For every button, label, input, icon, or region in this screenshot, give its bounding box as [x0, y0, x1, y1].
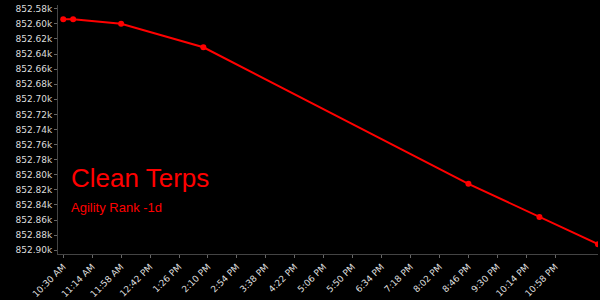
svg-text:852.86k: 852.86k — [15, 215, 52, 225]
svg-text:852.64k: 852.64k — [15, 49, 52, 59]
svg-text:852.70k: 852.70k — [15, 94, 52, 104]
svg-text:12:42 PM: 12:42 PM — [118, 262, 155, 299]
svg-text:7:18 PM: 7:18 PM — [382, 262, 415, 295]
svg-text:852.74k: 852.74k — [15, 125, 52, 135]
svg-text:5:06 PM: 5:06 PM — [296, 262, 329, 295]
svg-text:8:02 PM: 8:02 PM — [411, 262, 444, 295]
svg-text:Clean Terps: Clean Terps — [71, 163, 209, 193]
svg-text:852.72k: 852.72k — [15, 110, 52, 120]
svg-text:852.66k: 852.66k — [15, 64, 52, 74]
svg-text:Agility Rank -1d: Agility Rank -1d — [71, 200, 162, 215]
svg-text:11:14 AM: 11:14 AM — [60, 262, 97, 299]
svg-text:11:58 AM: 11:58 AM — [88, 262, 125, 299]
svg-text:852.76k: 852.76k — [15, 140, 52, 150]
svg-text:852.78k: 852.78k — [15, 155, 52, 165]
svg-text:9:30 PM: 9:30 PM — [469, 262, 502, 295]
svg-text:6:34 PM: 6:34 PM — [353, 262, 386, 295]
svg-text:4:22 PM: 4:22 PM — [267, 262, 300, 295]
svg-text:852.84k: 852.84k — [15, 200, 52, 210]
svg-text:3:38 PM: 3:38 PM — [238, 262, 271, 295]
svg-text:10:58 PM: 10:58 PM — [523, 262, 560, 299]
svg-text:852.82k: 852.82k — [15, 185, 52, 195]
svg-text:852.90k: 852.90k — [15, 245, 52, 255]
svg-text:8:46 PM: 8:46 PM — [440, 262, 473, 295]
svg-text:852.62k: 852.62k — [15, 34, 52, 44]
svg-text:2:10 PM: 2:10 PM — [180, 262, 213, 295]
svg-text:852.80k: 852.80k — [15, 170, 52, 180]
svg-text:2:54 PM: 2:54 PM — [209, 262, 242, 295]
svg-text:852.68k: 852.68k — [15, 79, 52, 89]
svg-text:852.88k: 852.88k — [15, 230, 52, 240]
svg-text:852.58k: 852.58k — [15, 4, 52, 14]
svg-text:5:50 PM: 5:50 PM — [325, 262, 358, 295]
svg-text:852.60k: 852.60k — [15, 19, 52, 29]
svg-text:10:30 AM: 10:30 AM — [31, 262, 68, 299]
svg-text:10:14 PM: 10:14 PM — [494, 262, 531, 299]
svg-text:1:26 PM: 1:26 PM — [151, 262, 184, 295]
